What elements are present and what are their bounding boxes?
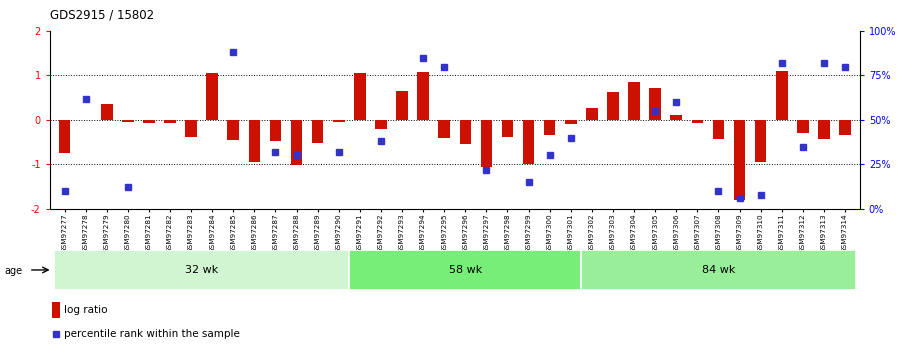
Bar <box>417 72 429 120</box>
Bar <box>59 120 71 153</box>
Bar <box>291 120 302 165</box>
Bar <box>650 88 661 120</box>
Bar <box>354 73 366 120</box>
Bar <box>839 120 851 136</box>
Bar <box>438 120 450 138</box>
Bar <box>628 82 640 120</box>
Bar <box>712 120 724 139</box>
Bar <box>349 250 581 290</box>
Bar <box>818 120 830 139</box>
Bar <box>776 71 787 120</box>
Text: percentile rank within the sample: percentile rank within the sample <box>64 329 240 339</box>
Text: 84 wk: 84 wk <box>701 265 735 275</box>
Bar <box>270 120 281 141</box>
Bar <box>396 91 408 120</box>
Bar <box>586 108 597 120</box>
Text: age: age <box>5 266 23 276</box>
Bar <box>691 120 703 124</box>
Bar <box>581 250 855 290</box>
Bar <box>227 120 239 140</box>
Bar <box>312 120 323 143</box>
Bar <box>481 120 492 167</box>
Bar <box>565 120 576 124</box>
Bar <box>333 120 345 122</box>
Bar <box>671 116 682 120</box>
Bar <box>101 104 112 120</box>
Bar <box>607 92 619 120</box>
Bar <box>544 120 556 136</box>
Bar <box>755 120 767 162</box>
Bar <box>52 302 60 318</box>
Text: 32 wk: 32 wk <box>185 265 218 275</box>
Bar <box>143 120 155 124</box>
Bar <box>501 120 513 137</box>
Bar <box>734 120 746 200</box>
Text: log ratio: log ratio <box>64 305 108 315</box>
Bar <box>122 120 134 122</box>
Text: GDS2915 / 15802: GDS2915 / 15802 <box>50 9 154 22</box>
Bar <box>376 120 386 129</box>
Bar <box>523 120 534 164</box>
Text: 58 wk: 58 wk <box>449 265 482 275</box>
Bar <box>206 73 218 120</box>
Bar <box>164 120 176 122</box>
Bar <box>54 250 349 290</box>
Bar <box>249 120 260 162</box>
Bar <box>460 120 472 144</box>
Bar <box>797 120 808 133</box>
Bar <box>186 120 197 137</box>
